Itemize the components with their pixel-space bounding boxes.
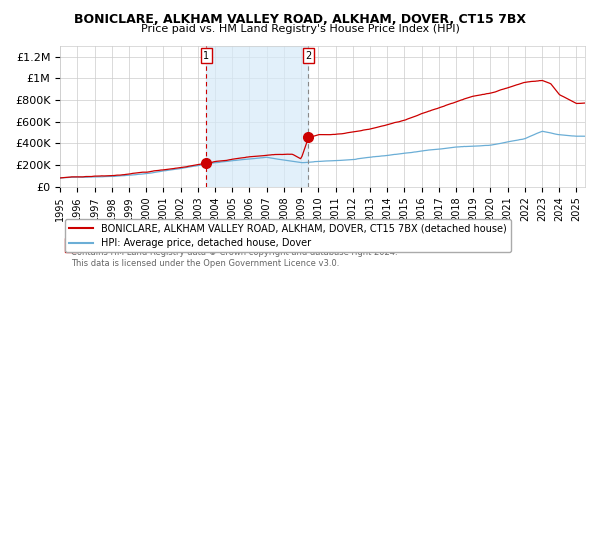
Text: 90% ↑ HPI: 90% ↑ HPI [365, 240, 418, 250]
Text: 2: 2 [305, 50, 311, 60]
Text: BONICLARE, ALKHAM VALLEY ROAD, ALKHAM, DOVER, CT15 7BX: BONICLARE, ALKHAM VALLEY ROAD, ALKHAM, D… [74, 13, 526, 26]
Bar [206, 46, 308, 187]
Text: 03-JUN-2009: 03-JUN-2009 [107, 240, 172, 250]
Text: £460,000: £460,000 [244, 240, 291, 250]
Text: 2: 2 [68, 240, 74, 250]
Text: 1: 1 [68, 231, 74, 241]
Text: Price paid vs. HM Land Registry's House Price Index (HPI): Price paid vs. HM Land Registry's House … [140, 24, 460, 34]
Text: £218,000: £218,000 [244, 231, 291, 241]
Text: Contains HM Land Registry data © Crown copyright and database right 2024.
This d: Contains HM Land Registry data © Crown c… [71, 248, 397, 268]
Text: 1: 1 [203, 50, 209, 60]
Legend: BONICLARE, ALKHAM VALLEY ROAD, ALKHAM, DOVER, CT15 7BX (detached house), HPI: Av: BONICLARE, ALKHAM VALLEY ROAD, ALKHAM, D… [65, 219, 511, 252]
Text: 04-JUL-2003: 04-JUL-2003 [107, 231, 172, 241]
Text: 2% ↑ HPI: 2% ↑ HPI [365, 231, 412, 241]
